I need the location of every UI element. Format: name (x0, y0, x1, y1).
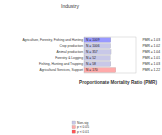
legend-swatch (72, 130, 76, 133)
count-label: N = 52 (86, 56, 96, 60)
chart: Industry Agriculture, Forestry, Fishing a… (0, 0, 162, 135)
data-label: PMR = 1.04 (142, 50, 160, 54)
category-label: Agriculture, Forestry, Fishing and Hunti… (22, 38, 83, 42)
bar (84, 38, 111, 43)
legend-swatch (72, 126, 76, 129)
bar (84, 62, 111, 67)
data-label: PMR = 1.22 (142, 68, 160, 72)
data-label: PMR = 1.03 (142, 38, 160, 42)
legend-label: Non-sig (77, 121, 89, 125)
bar (84, 50, 111, 55)
count-label: N = 1006 (86, 44, 100, 48)
category-label: Agricultural Services, Support (40, 68, 84, 72)
count-label: N = 1009 (86, 38, 100, 42)
category-label: Forestry & Logging (55, 56, 83, 60)
data-label: PMR = 1.02 (142, 44, 160, 48)
data-label: PMR = 1.01 (142, 56, 160, 60)
category-label: Crop production (60, 44, 84, 48)
x-axis-label: Proportionate Mortality Ratio (PMR) (79, 80, 157, 85)
category-label: Animal production (57, 50, 84, 54)
count-label: N = 357 (86, 50, 98, 54)
bar (84, 68, 116, 73)
legend-swatch (72, 121, 76, 124)
bars (84, 38, 116, 73)
count-label: N = 58 (86, 62, 96, 66)
title: Industry (61, 3, 79, 9)
count-label: N = 170 (86, 68, 98, 72)
category-label: Fishing, Hunting and Trapping (39, 62, 83, 66)
bar (84, 56, 110, 61)
legend-label: p < 0.01 (77, 130, 89, 134)
bar (84, 44, 111, 49)
plot-frame (84, 37, 136, 73)
legend-label: p < 0.05 (77, 125, 89, 129)
data-label: PMR = 1.03 (142, 62, 160, 66)
